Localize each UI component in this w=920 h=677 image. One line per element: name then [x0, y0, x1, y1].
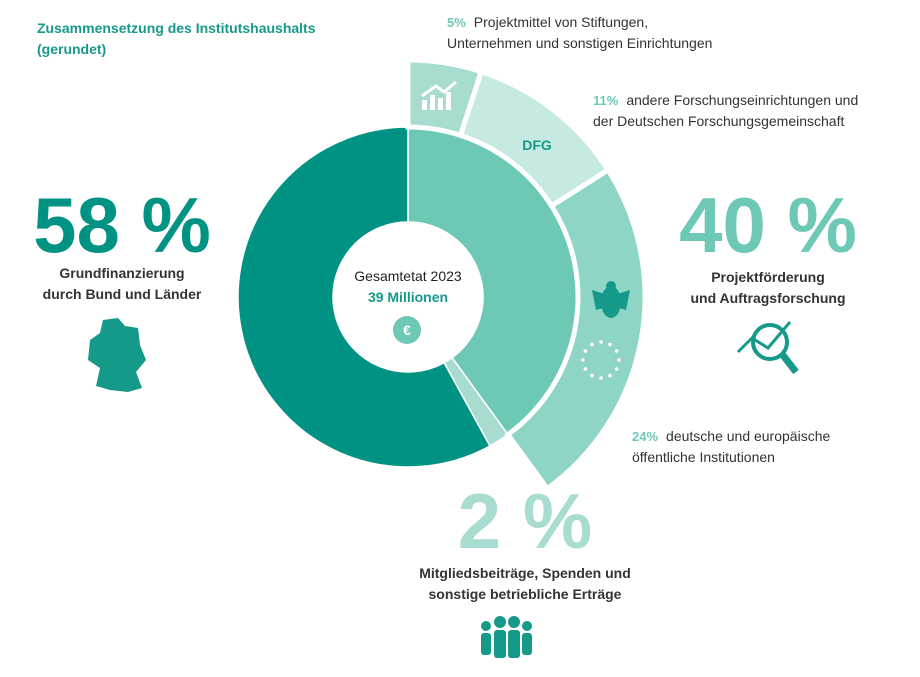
star	[614, 367, 619, 371]
category-label: öffentliche Institutionen	[632, 449, 775, 465]
value-label: 40 %	[679, 181, 857, 269]
star	[608, 373, 612, 378]
category-label: Mitgliedsbeiträge, Spenden und	[419, 565, 631, 581]
star	[581, 358, 585, 362]
value-label: 24%	[632, 429, 658, 444]
category-label: Projektförderung	[711, 269, 825, 285]
star	[583, 349, 588, 353]
segment-text: DFG	[522, 137, 552, 153]
star	[614, 349, 619, 353]
star	[583, 367, 588, 371]
star	[608, 342, 612, 347]
star	[599, 340, 603, 344]
germany-icon	[88, 318, 146, 392]
category-label: deutsche und europäische	[666, 428, 830, 444]
donut-segment	[237, 126, 491, 468]
category-label: andere Forschungseinrichtungen und	[626, 92, 858, 108]
star	[599, 376, 603, 380]
chart-title: Zusammensetzung des Institutshaushalts	[37, 20, 316, 36]
category-label: Unternehmen und sonstigen Einrichtungen	[447, 35, 712, 51]
eu-stars	[581, 340, 621, 380]
eagle-icon	[592, 281, 630, 318]
chart-title: (gerundet)	[37, 41, 106, 57]
people-icon	[481, 616, 532, 658]
currency-symbol: €	[403, 322, 411, 338]
center-label: Gesamtetat 2023	[354, 268, 462, 284]
star	[617, 358, 621, 362]
value-label: 5%	[447, 15, 466, 30]
star	[590, 373, 594, 378]
breakdown-segment	[504, 166, 648, 493]
value-label: 58 %	[33, 181, 211, 269]
chart-icon	[421, 80, 457, 110]
center-total: 39 Millionen	[368, 289, 448, 305]
value-label: 11%	[593, 93, 619, 108]
donut	[237, 57, 648, 493]
category-label: Grundfinanzierung	[59, 265, 184, 281]
category-label: sonstige betriebliche Erträge	[429, 586, 622, 602]
category-label: Projektmittel von Stiftungen,	[474, 14, 648, 30]
category-label: und Auftragsforschung	[690, 290, 845, 306]
star	[590, 342, 594, 347]
analysis-icon	[736, 321, 799, 375]
category-label: der Deutschen Forschungsgemeinschaft	[593, 113, 844, 129]
currency-badge	[393, 316, 421, 344]
value-label: 2 %	[458, 477, 592, 565]
category-label: durch Bund und Länder	[43, 286, 202, 302]
